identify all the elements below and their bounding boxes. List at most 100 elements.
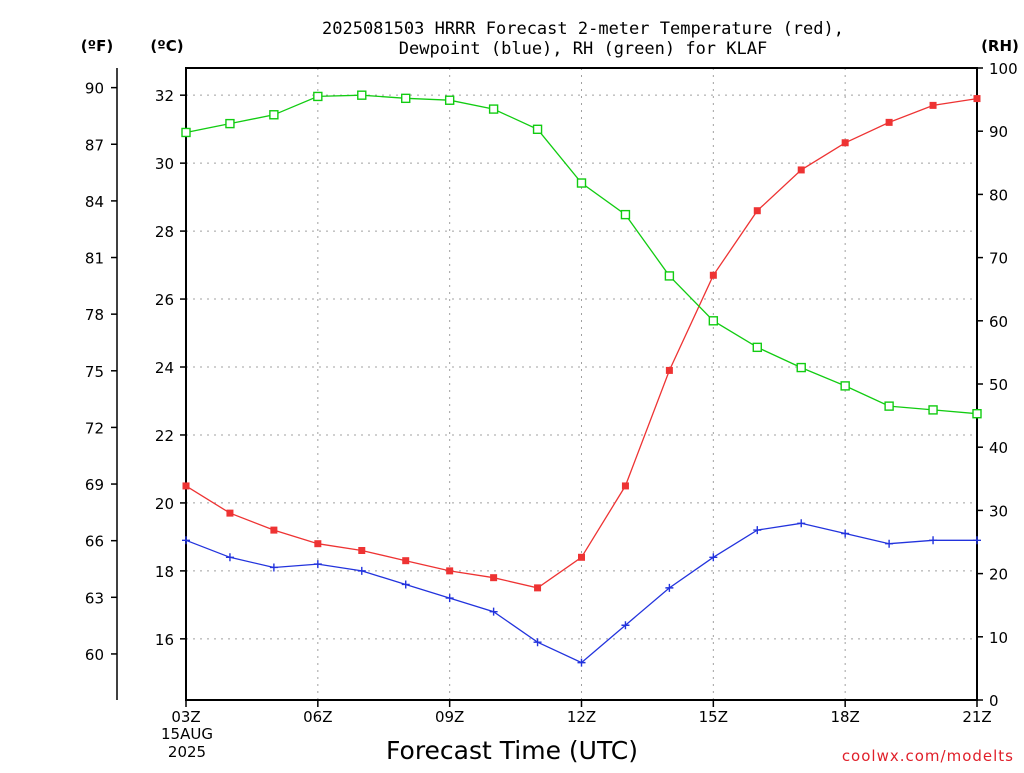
celsius-unit-label: (ºC) bbox=[150, 37, 183, 55]
fahrenheit-tick-label: 66 bbox=[85, 533, 104, 551]
rh-point bbox=[928, 405, 938, 415]
celsius-tick-label: 20 bbox=[155, 495, 174, 513]
dewpoint-point bbox=[621, 621, 630, 630]
temperature-point bbox=[182, 482, 190, 490]
temperature-point bbox=[578, 553, 585, 561]
fahrenheit-tick-label: 84 bbox=[85, 193, 104, 211]
fahrenheit-tick-label: 78 bbox=[85, 306, 104, 324]
celsius-tick-label: 30 bbox=[155, 155, 174, 173]
tick-labels: 03Z 06Z 09Z 12Z 15Z 18Z 21Z 16 18 20 22 24 26 28 30 32 6… bbox=[85, 60, 1018, 726]
dewpoint-point bbox=[577, 658, 586, 667]
temperature-point bbox=[753, 207, 761, 215]
rh-point bbox=[620, 209, 631, 220]
temperature-point bbox=[929, 101, 937, 109]
rh-tick-label: 60 bbox=[989, 313, 1008, 331]
temperature-point bbox=[226, 509, 234, 517]
temperature-point bbox=[621, 482, 629, 490]
temperature-point bbox=[402, 557, 410, 565]
rh-point bbox=[488, 104, 499, 114]
rh-point bbox=[576, 178, 587, 188]
temperature-point bbox=[446, 567, 454, 575]
dewpoint-point bbox=[533, 638, 542, 647]
rh-tick-label: 10 bbox=[989, 629, 1008, 647]
fahrenheit-tick-label: 63 bbox=[85, 589, 104, 607]
temperature-point bbox=[841, 139, 849, 147]
rh-point bbox=[357, 90, 367, 100]
rh-tick-label: 30 bbox=[989, 502, 1008, 520]
dewpoint-point bbox=[885, 539, 894, 548]
x-tick-label: 03Z bbox=[171, 708, 200, 726]
x-tick-label: 12Z bbox=[567, 708, 596, 726]
rh-tick-label: 0 bbox=[989, 692, 999, 710]
x-tick-label: 21Z bbox=[962, 708, 991, 726]
x-axis-label: Forecast Time (UTC) bbox=[386, 736, 638, 765]
axes bbox=[111, 67, 983, 707]
rh-tick-label: 80 bbox=[989, 186, 1008, 204]
grid-lines bbox=[186, 68, 977, 700]
temperature-point bbox=[797, 166, 805, 174]
chart-title-line-2: Dewpoint (blue), RH (green) for KLAF bbox=[399, 39, 767, 59]
celsius-tick-label: 26 bbox=[155, 291, 174, 309]
date-label-day: 15AUG bbox=[161, 725, 213, 743]
fahrenheit-tick-label: 81 bbox=[85, 250, 104, 268]
temperature-point bbox=[973, 95, 981, 103]
celsius-tick-label: 22 bbox=[155, 427, 174, 445]
rh-tick-label: 100 bbox=[989, 60, 1018, 78]
rh-tick-label: 20 bbox=[989, 566, 1008, 584]
dewpoint-point bbox=[401, 580, 410, 589]
fahrenheit-unit-label: (ºF) bbox=[81, 37, 113, 55]
temperature-point bbox=[490, 574, 498, 582]
celsius-tick-label: 28 bbox=[155, 223, 174, 241]
temperature-point bbox=[885, 118, 893, 126]
dewpoint-point bbox=[753, 526, 762, 535]
rh-tick-label: 40 bbox=[989, 439, 1008, 457]
x-tick-label: 09Z bbox=[435, 708, 464, 726]
rh-line bbox=[185, 94, 978, 415]
x-tick-label: 06Z bbox=[303, 708, 332, 726]
temperature-point bbox=[665, 366, 673, 374]
temperature-point bbox=[534, 584, 542, 592]
dewpoint-point bbox=[929, 536, 938, 545]
dewpoint-point bbox=[445, 594, 454, 603]
rh-tick-label: 90 bbox=[989, 123, 1008, 141]
dewpoint-point bbox=[182, 536, 190, 545]
chart-title-line-1: 2025081503 HRRR Forecast 2-meter Tempera… bbox=[322, 19, 844, 39]
rh-point bbox=[444, 95, 455, 105]
dewpoint-point bbox=[313, 560, 322, 569]
dewpoint-point bbox=[973, 536, 981, 545]
fahrenheit-tick-label: 75 bbox=[85, 363, 104, 381]
rh-point bbox=[269, 110, 279, 120]
fahrenheit-tick-label: 60 bbox=[85, 646, 104, 664]
temperature-point bbox=[709, 271, 717, 279]
fahrenheit-tick-label: 72 bbox=[85, 419, 104, 437]
rh-tick-label: 70 bbox=[989, 250, 1008, 268]
dewpoint-point bbox=[797, 519, 806, 528]
rh-point bbox=[225, 118, 235, 129]
rh-point bbox=[401, 93, 411, 104]
rh-point bbox=[313, 91, 323, 102]
dewpoint-point bbox=[665, 583, 674, 592]
rh-point bbox=[181, 127, 191, 138]
plot-frame bbox=[185, 67, 978, 701]
fahrenheit-tick-label: 87 bbox=[85, 136, 104, 154]
rh-point bbox=[664, 271, 675, 281]
celsius-tick-label: 24 bbox=[155, 359, 174, 377]
dewpoint-point bbox=[489, 607, 498, 616]
series-markers bbox=[181, 90, 982, 667]
fahrenheit-tick-label: 69 bbox=[85, 476, 104, 494]
rh-unit-label: (RH) bbox=[981, 37, 1019, 55]
dewpoint-point bbox=[709, 553, 718, 562]
temperature-line bbox=[185, 97, 978, 589]
temperature-point bbox=[314, 540, 322, 548]
celsius-tick-label: 32 bbox=[155, 87, 174, 105]
x-tick-label: 15Z bbox=[699, 708, 728, 726]
dewpoint-point bbox=[225, 553, 234, 562]
credit-text: coolwx.com/modelts bbox=[842, 747, 1014, 765]
dewpoint-point bbox=[357, 566, 366, 575]
rh-point bbox=[972, 409, 982, 419]
date-label-year: 2025 bbox=[168, 743, 206, 761]
x-tick-label: 18Z bbox=[830, 708, 859, 726]
rh-point bbox=[708, 316, 719, 326]
